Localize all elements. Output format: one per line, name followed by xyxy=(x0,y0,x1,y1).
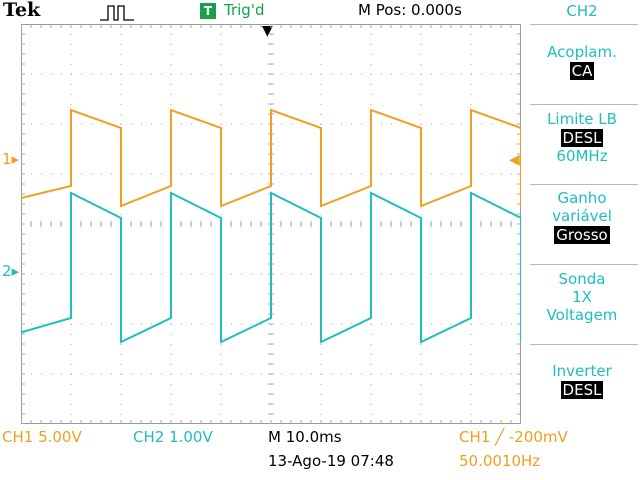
gain-label-line1: Ganho xyxy=(557,189,607,207)
probe-button[interactable]: Sonda 1X Voltagem xyxy=(524,270,640,324)
timebase-readout: M 10.0ms xyxy=(268,428,342,446)
date-time-readout: 13-Ago-19 07:48 xyxy=(268,452,394,470)
coupling-button[interactable]: Acoplam. CA xyxy=(524,43,640,80)
menu-divider xyxy=(530,344,638,345)
probe-value: 1X xyxy=(572,288,592,306)
trigger-level-arrow-icon[interactable]: ◀ xyxy=(509,152,520,168)
ch2-ground-marker[interactable]: 2▸ xyxy=(2,262,20,280)
invert-label: Inverter xyxy=(552,362,612,380)
ch2-scale-readout: CH2 1.00V xyxy=(133,428,213,446)
invert-button[interactable]: Inverter DESL xyxy=(524,362,640,399)
menu-title: CH2 xyxy=(566,2,598,20)
probe-label: Sonda xyxy=(558,270,606,288)
ch1-trace xyxy=(21,108,521,208)
horizontal-position: M Pos: 0.000s xyxy=(358,1,462,19)
gain-value: Grosso xyxy=(554,226,610,244)
brand-logo: Tek xyxy=(3,0,41,21)
menu-divider xyxy=(530,104,638,105)
probe-unit: Voltagem xyxy=(546,306,618,324)
bandwidth-label: Limite LB xyxy=(547,110,617,128)
trigger-position-arrow-icon: ▼ xyxy=(262,23,273,39)
coupling-value: CA xyxy=(569,62,595,80)
ch1-ground-marker[interactable]: 1▸ xyxy=(2,150,20,168)
bandwidth-limit-button[interactable]: Limite LB DESL 60MHz xyxy=(524,110,640,165)
menu-divider xyxy=(530,24,638,25)
variable-gain-button[interactable]: Ganho variável Grosso xyxy=(524,189,640,244)
bandwidth-value: DESL xyxy=(560,129,604,147)
trigger-readout: CH1 ╱ -200mV xyxy=(459,428,568,446)
frequency-readout: 50.0010Hz xyxy=(459,452,541,470)
menu-divider xyxy=(530,264,638,265)
trigger-badge: T xyxy=(200,3,216,19)
acquisition-pulse-icon xyxy=(100,5,134,21)
side-menu: CH2 Acoplam. CA Limite LB DESL 60MHz Gan… xyxy=(524,0,640,420)
trigger-status: Trig'd xyxy=(224,1,265,19)
menu-divider xyxy=(530,184,638,185)
invert-value: DESL xyxy=(560,381,604,399)
bandwidth-frequency: 60MHz xyxy=(556,147,608,165)
graticule xyxy=(21,24,521,424)
gain-label-line2: variável xyxy=(552,207,612,225)
ch2-trace xyxy=(21,191,521,344)
ch1-scale-readout: CH1 5.00V xyxy=(2,428,82,446)
coupling-label: Acoplam. xyxy=(547,43,617,61)
